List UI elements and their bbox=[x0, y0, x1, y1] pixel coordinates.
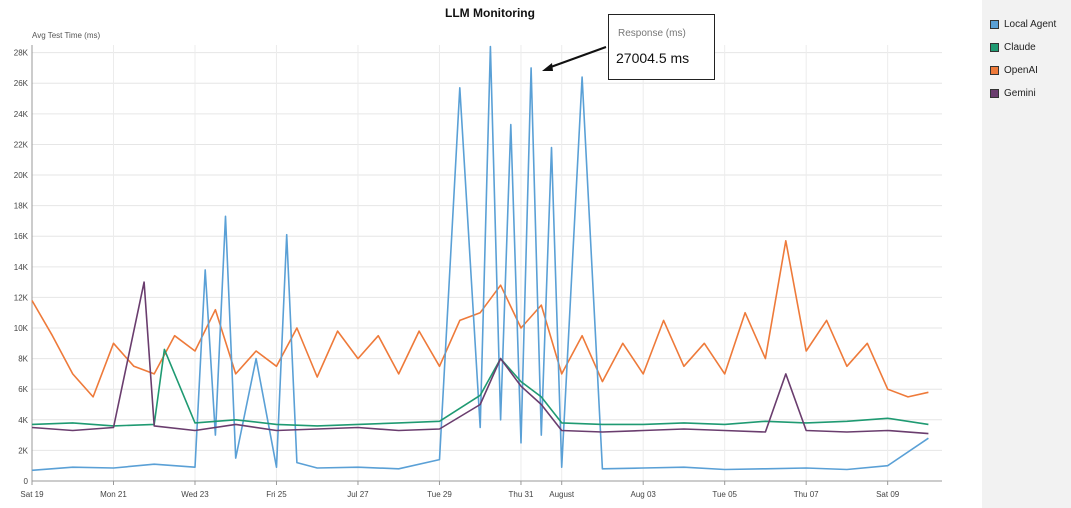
y-tick-label: 4K bbox=[18, 416, 28, 425]
series-layer bbox=[31, 45, 929, 472]
y-tick-label: 12K bbox=[14, 293, 29, 302]
x-tick-label: Thu 31 bbox=[509, 490, 534, 499]
tooltip-label: Response (ms) bbox=[618, 28, 686, 39]
axis-layer: 0 2K 4K 6K 8K 10K 12K 14K 16K 18K 20K 22K 24K 26K 28K S… bbox=[14, 45, 942, 499]
legend-label: Gemini bbox=[1004, 87, 1036, 99]
x-tick-label: Thu 07 bbox=[794, 490, 819, 499]
x-tick-label: Sat 19 bbox=[20, 490, 44, 499]
tooltip-pointer bbox=[547, 46, 607, 69]
legend-item-openai[interactable]: OpenAI bbox=[990, 63, 1038, 77]
series-line-local-agent[interactable] bbox=[31, 45, 929, 472]
x-tick-label: August bbox=[549, 490, 575, 499]
x-tick-label: Aug 03 bbox=[631, 490, 657, 499]
x-tick-label: Tue 05 bbox=[712, 490, 737, 499]
x-tick-label: Jul 27 bbox=[347, 490, 369, 499]
legend-item-local-agent[interactable]: Local Agent bbox=[990, 17, 1056, 31]
legend-label: OpenAI bbox=[1004, 64, 1038, 76]
annotation-layer bbox=[542, 46, 607, 71]
legend-item-claude[interactable]: Claude bbox=[990, 40, 1036, 54]
legend-swatch bbox=[990, 88, 999, 98]
y-tick-label: 16K bbox=[14, 232, 29, 241]
series-line-gemini[interactable] bbox=[31, 281, 929, 435]
tooltip: Response (ms) 27004.5 ms bbox=[608, 14, 715, 80]
y-tick-label: 22K bbox=[14, 140, 29, 149]
x-tick-label: Fri 25 bbox=[266, 490, 287, 499]
y-axis-label: Avg Test Time (ms) bbox=[32, 31, 101, 40]
legend-swatch bbox=[990, 42, 999, 52]
y-tick-label: 10K bbox=[14, 324, 29, 333]
legend-label: Claude bbox=[1004, 41, 1036, 53]
x-tick-label: Wed 23 bbox=[181, 490, 209, 499]
x-tick-label: Mon 21 bbox=[100, 490, 127, 499]
y-tick-label: 0 bbox=[24, 477, 29, 486]
legend-swatch bbox=[990, 65, 999, 75]
y-tick-label: 6K bbox=[18, 385, 28, 394]
y-tick-label: 14K bbox=[14, 263, 29, 272]
tooltip-value: 27004.5 ms bbox=[616, 50, 690, 66]
y-tick-label: 8K bbox=[18, 355, 28, 364]
legend-item-gemini[interactable]: Gemini bbox=[990, 86, 1036, 100]
series-line-claude[interactable] bbox=[31, 348, 929, 427]
y-tick-label: 28K bbox=[14, 49, 29, 58]
y-tick-label: 24K bbox=[14, 110, 29, 119]
legend-label: Local Agent bbox=[1004, 18, 1057, 30]
grid-layer bbox=[31, 45, 942, 482]
legend-panel bbox=[982, 0, 1071, 508]
chart-title: LLM Monitoring bbox=[445, 6, 535, 20]
x-tick-label: Tue 29 bbox=[427, 490, 452, 499]
series-line-openai[interactable] bbox=[31, 240, 929, 398]
tooltip-arrowhead bbox=[542, 63, 553, 71]
y-tick-label: 2K bbox=[18, 446, 28, 455]
y-tick-label: 18K bbox=[14, 202, 29, 211]
y-tick-label: 26K bbox=[14, 79, 29, 88]
chart-plot[interactable]: 0 2K 4K 6K 8K 10K 12K 14K 16K 18K 20K 22K 24K 26K 28K S… bbox=[0, 0, 980, 508]
y-tick-label: 20K bbox=[14, 171, 29, 180]
x-tick-label: Sat 09 bbox=[876, 490, 900, 499]
legend-swatch bbox=[990, 19, 999, 29]
